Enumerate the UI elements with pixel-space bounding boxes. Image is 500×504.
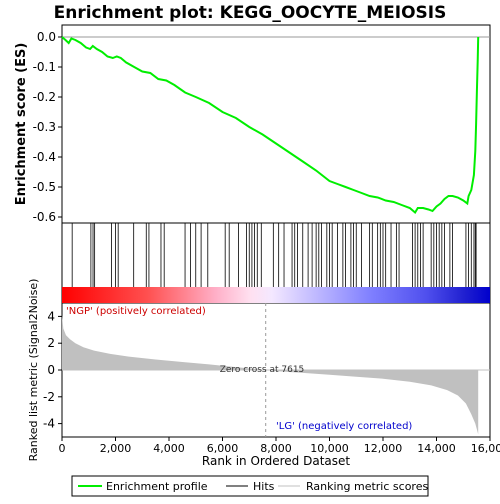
es-y-tick-label: -0.6 — [33, 210, 56, 224]
chart-title: Enrichment plot: KEGG_OOCYTE_MEIOSIS — [54, 3, 447, 23]
es-y-tick-label: -0.1 — [33, 60, 56, 74]
x-tick-label: 12,000 — [364, 442, 403, 455]
es-panel-frame — [62, 25, 490, 223]
metric-y-tick-label: 4 — [47, 309, 55, 323]
es-y-axis: 0.0 -0.1 -0.2 -0.3 -0.4 -0.5 -0.6 — [33, 30, 62, 224]
x-tick-label: 16,000 — [471, 442, 500, 455]
metric-y-axis-label: Ranked list metric (Signal2Noise) — [27, 279, 40, 462]
negative-correlation-label: 'LG' (negatively correlated) — [276, 421, 412, 432]
es-y-tick-label: -0.3 — [33, 120, 56, 134]
positive-correlation-label: 'NGP' (positively correlated) — [66, 306, 206, 317]
ranking-color-bar — [62, 287, 490, 303]
metric-y-axis: 4 2 0 -2 -4 — [43, 309, 62, 430]
es-y-tick-label: -0.2 — [33, 90, 56, 104]
x-tick-label: 2,000 — [100, 442, 132, 455]
metric-y-tick-label: -2 — [43, 390, 55, 404]
legend: Enrichment profile Hits Ranking metric s… — [72, 476, 428, 496]
metric-y-tick-label: -4 — [43, 417, 55, 431]
x-tick-label: 14,000 — [417, 442, 456, 455]
legend-label-hits: Hits — [253, 480, 275, 493]
metric-y-tick-label: 2 — [47, 336, 55, 350]
x-tick-label: 4,000 — [153, 442, 185, 455]
x-axis-label: Rank in Ordered Dataset — [202, 454, 350, 468]
legend-label-enrichment: Enrichment profile — [106, 480, 208, 493]
es-y-axis-label: Enrichment score (ES) — [14, 43, 29, 206]
zero-cross-label: Zero cross at 7615 — [220, 365, 305, 375]
legend-label-metric: Ranking metric scores — [306, 480, 428, 493]
x-tick-label: 0 — [59, 442, 66, 455]
es-y-tick-label: 0.0 — [37, 30, 56, 44]
metric-y-tick-label: 0 — [47, 363, 55, 377]
es-y-tick-label: -0.5 — [33, 180, 56, 194]
es-y-tick-label: -0.4 — [33, 150, 56, 164]
